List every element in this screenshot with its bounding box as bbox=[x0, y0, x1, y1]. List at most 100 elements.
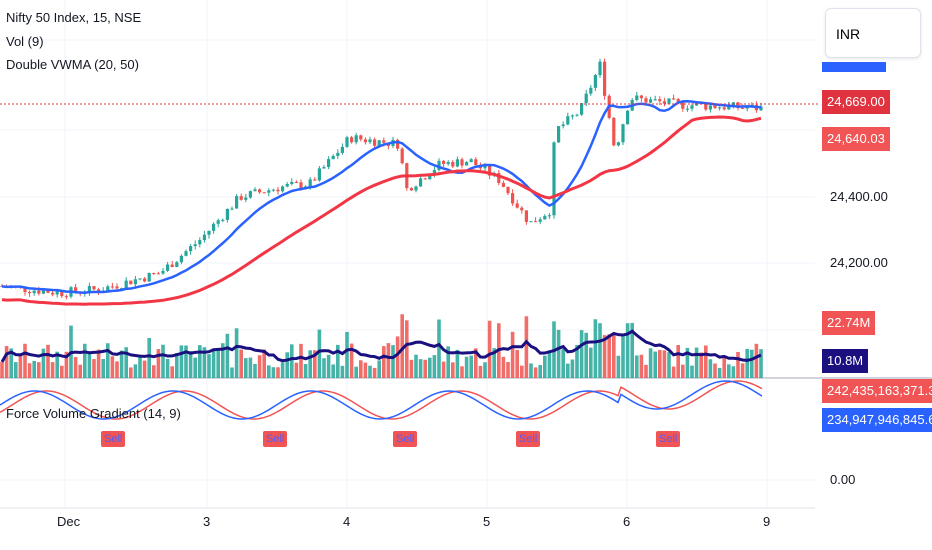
candle bbox=[561, 124, 565, 127]
volume-bar bbox=[244, 358, 248, 378]
volume-bar bbox=[759, 349, 763, 378]
candle bbox=[428, 175, 432, 180]
candle bbox=[290, 181, 294, 185]
candle bbox=[248, 191, 252, 198]
candle bbox=[534, 221, 538, 223]
volume-bar bbox=[202, 347, 207, 378]
volume-bar bbox=[602, 335, 607, 378]
volume-bar bbox=[253, 363, 257, 378]
volume-bar bbox=[129, 367, 133, 378]
candle bbox=[37, 290, 41, 294]
candle bbox=[708, 105, 712, 110]
volume-bar bbox=[83, 343, 87, 378]
volume-bar bbox=[621, 333, 625, 378]
candle bbox=[313, 179, 317, 181]
candle bbox=[474, 159, 478, 166]
candle bbox=[106, 286, 110, 291]
candle bbox=[322, 167, 326, 169]
volume-bar bbox=[469, 355, 473, 378]
volume-bar bbox=[354, 366, 358, 378]
candle bbox=[60, 291, 64, 297]
volume-bar bbox=[579, 330, 584, 378]
candle bbox=[400, 148, 404, 164]
volume-bar bbox=[589, 347, 593, 378]
volume-bar bbox=[147, 337, 151, 378]
candle bbox=[271, 189, 275, 191]
candle bbox=[340, 146, 344, 153]
volume-bar bbox=[414, 354, 418, 378]
candle bbox=[676, 99, 680, 102]
legend-vwma[interactable]: Double VWMA (20, 50) bbox=[6, 57, 139, 72]
volume-bar bbox=[575, 344, 579, 378]
candle bbox=[51, 292, 55, 295]
candle bbox=[529, 221, 533, 223]
volume-bar bbox=[524, 316, 529, 378]
candle bbox=[639, 95, 643, 99]
volume-bar bbox=[538, 365, 542, 378]
volume-bar bbox=[658, 349, 662, 378]
volume-bar bbox=[478, 365, 483, 378]
candle bbox=[626, 110, 630, 125]
volume-bar bbox=[184, 345, 188, 378]
volume-bar bbox=[750, 349, 754, 378]
candle bbox=[110, 286, 114, 288]
candle bbox=[239, 196, 243, 200]
currency-button[interactable]: INR bbox=[825, 8, 921, 58]
volume-bar bbox=[690, 365, 694, 378]
volume-bar bbox=[239, 349, 243, 378]
candle bbox=[685, 108, 689, 110]
candle bbox=[382, 140, 386, 143]
candle bbox=[451, 161, 455, 167]
candle bbox=[373, 139, 377, 146]
volume-bar bbox=[27, 363, 32, 378]
legend-fvg[interactable]: Force Volume Gradient (14, 9) bbox=[6, 406, 181, 421]
candle bbox=[207, 230, 211, 235]
legend-volume[interactable]: Vol (9) bbox=[6, 34, 44, 49]
volume-bar bbox=[55, 351, 59, 378]
fvg-signal-tag: 234,947,946,845.62 bbox=[822, 408, 932, 432]
candle bbox=[87, 286, 91, 293]
volume-bar bbox=[644, 364, 648, 378]
volume-bar bbox=[704, 345, 708, 378]
volume-bar bbox=[18, 355, 23, 378]
volume-ma-line bbox=[0, 329, 762, 363]
volume-bar bbox=[460, 366, 464, 378]
volume-bar bbox=[267, 365, 271, 378]
candle bbox=[175, 262, 179, 268]
candle bbox=[92, 286, 96, 290]
volume-bar bbox=[717, 367, 722, 378]
volume-bar bbox=[533, 367, 538, 378]
candle bbox=[469, 159, 473, 163]
volume-bar bbox=[667, 352, 671, 378]
candle bbox=[442, 160, 446, 164]
volume-bar bbox=[257, 355, 262, 378]
volume-bar bbox=[432, 355, 437, 378]
volume-bar bbox=[405, 320, 409, 378]
candle bbox=[557, 126, 561, 143]
candle bbox=[244, 197, 248, 200]
volume-bar bbox=[198, 345, 202, 378]
volume-bar bbox=[368, 365, 372, 378]
volume-bar bbox=[179, 345, 184, 378]
sell-signal: Sell bbox=[263, 431, 288, 447]
candle bbox=[276, 189, 280, 192]
sell-signal: Sell bbox=[516, 431, 541, 447]
volume-bar bbox=[662, 350, 667, 378]
candle bbox=[511, 193, 515, 204]
fvg-value-tag: 242,435,163,371.39 bbox=[822, 379, 932, 403]
candle bbox=[308, 179, 312, 187]
candle bbox=[350, 137, 354, 143]
vwma-slow-line bbox=[1, 115, 762, 306]
last-price-tag: 24,669.00 bbox=[822, 90, 890, 114]
candle bbox=[41, 290, 45, 294]
candle bbox=[138, 278, 142, 280]
volume-bar bbox=[276, 367, 280, 378]
volume-bar bbox=[612, 333, 616, 378]
volume-bar bbox=[639, 354, 644, 378]
volume-bar bbox=[593, 319, 598, 378]
volume-bar bbox=[207, 354, 211, 378]
volume-bar bbox=[740, 363, 745, 378]
volume-bar bbox=[37, 362, 41, 378]
sell-signal: Sell bbox=[393, 431, 418, 447]
